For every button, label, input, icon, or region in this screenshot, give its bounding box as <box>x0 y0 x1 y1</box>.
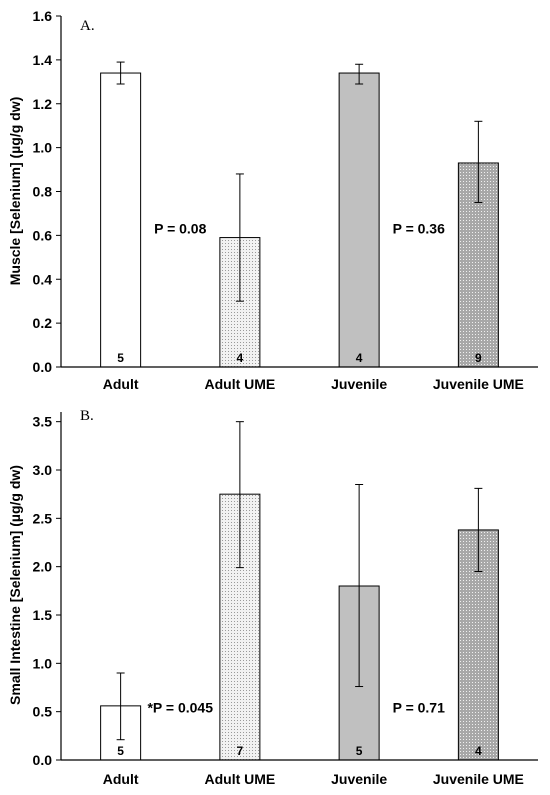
sample-size-label: 5 <box>117 351 124 365</box>
y-tick-label: 1.4 <box>33 52 53 68</box>
y-tick-label: 1.0 <box>33 655 53 671</box>
y-tick-label: 3.0 <box>33 462 53 478</box>
panel-b-category-labels: Adult Adult UME Juvenile Juvenile UME <box>103 771 524 787</box>
sample-size-label: 9 <box>475 351 482 365</box>
y-tick-label: 1.6 <box>33 8 53 24</box>
panel-a-bars <box>100 72 499 368</box>
panel-a-label: A. <box>80 18 95 34</box>
panel-b-label: B. <box>80 408 94 424</box>
p-value-annotation: P = 0.71 <box>393 700 446 716</box>
y-tick-label: 0.4 <box>33 271 53 287</box>
category-label: Juvenile <box>331 771 387 787</box>
y-tick-label: 3.5 <box>33 414 53 430</box>
bar <box>338 72 380 368</box>
y-tick-label: 1.2 <box>33 96 53 112</box>
panel-b-error-bars <box>116 421 483 741</box>
category-label: Adult <box>103 376 139 392</box>
y-tick-label: 1.5 <box>33 607 53 623</box>
sample-size-label: 5 <box>117 744 124 758</box>
y-tick-label: 1.0 <box>33 140 53 156</box>
panel-b-n-labels: 5 7 5 4 <box>117 744 482 758</box>
panel-b-ticks: 0.0 0.5 1.0 1.5 2.0 2.5 3.0 3.5 <box>33 414 61 768</box>
panel-a-annotations: P = 0.08 P = 0.36 <box>154 220 445 236</box>
category-label: Juvenile UME <box>433 771 524 787</box>
category-label: Juvenile UME <box>433 376 524 392</box>
p-value-annotation: P = 0.08 <box>154 220 207 236</box>
y-tick-label: 2.0 <box>33 559 53 575</box>
category-label: Adult <box>103 771 139 787</box>
category-label: Adult UME <box>204 771 275 787</box>
sample-size-label: 4 <box>237 351 244 365</box>
panel-a-error-bars <box>116 61 483 302</box>
p-value-annotation: P = 0.36 <box>393 220 446 236</box>
sample-size-label: 5 <box>356 744 363 758</box>
y-tick-label: 0.6 <box>33 227 53 243</box>
panel-b-bars <box>100 493 499 761</box>
category-label: Juvenile <box>331 376 387 392</box>
panel-b-y-axis-label: Small Intestine [Selenium] (µg/g dw) <box>7 465 23 705</box>
sample-size-label: 4 <box>475 744 482 758</box>
panel-a: A. Muscle [Selenium] (µg/g dw) 0.0 0.2 0.4… <box>7 8 538 392</box>
y-tick-label: 0.5 <box>33 704 53 720</box>
y-tick-label: 0.0 <box>33 359 53 375</box>
y-tick-label: 0.0 <box>33 752 53 768</box>
y-tick-label: 0.2 <box>33 315 53 331</box>
panel-a-ticks: 0.0 0.2 0.4 0.6 0.8 1.0 1.2 1.4 1.6 <box>33 8 61 375</box>
sample-size-label: 4 <box>356 351 363 365</box>
panel-a-y-axis-label: Muscle [Selenium] (µg/g dw) <box>7 97 23 286</box>
y-tick-label: 2.5 <box>33 510 53 526</box>
bar <box>100 72 142 368</box>
sample-size-label: 7 <box>237 744 244 758</box>
y-tick-label: 0.8 <box>33 184 53 200</box>
panel-b-annotations: *P = 0.045 P = 0.71 <box>147 700 445 716</box>
p-value-annotation: *P = 0.045 <box>147 700 213 716</box>
panel-a-n-labels: 5 4 4 9 <box>117 351 482 365</box>
panel-a-category-labels: Adult Adult UME Juvenile Juvenile UME <box>103 376 524 392</box>
category-label: Adult UME <box>204 376 275 392</box>
panel-b: B. Small Intestine [Selenium] (µg/g dw) … <box>7 408 538 787</box>
